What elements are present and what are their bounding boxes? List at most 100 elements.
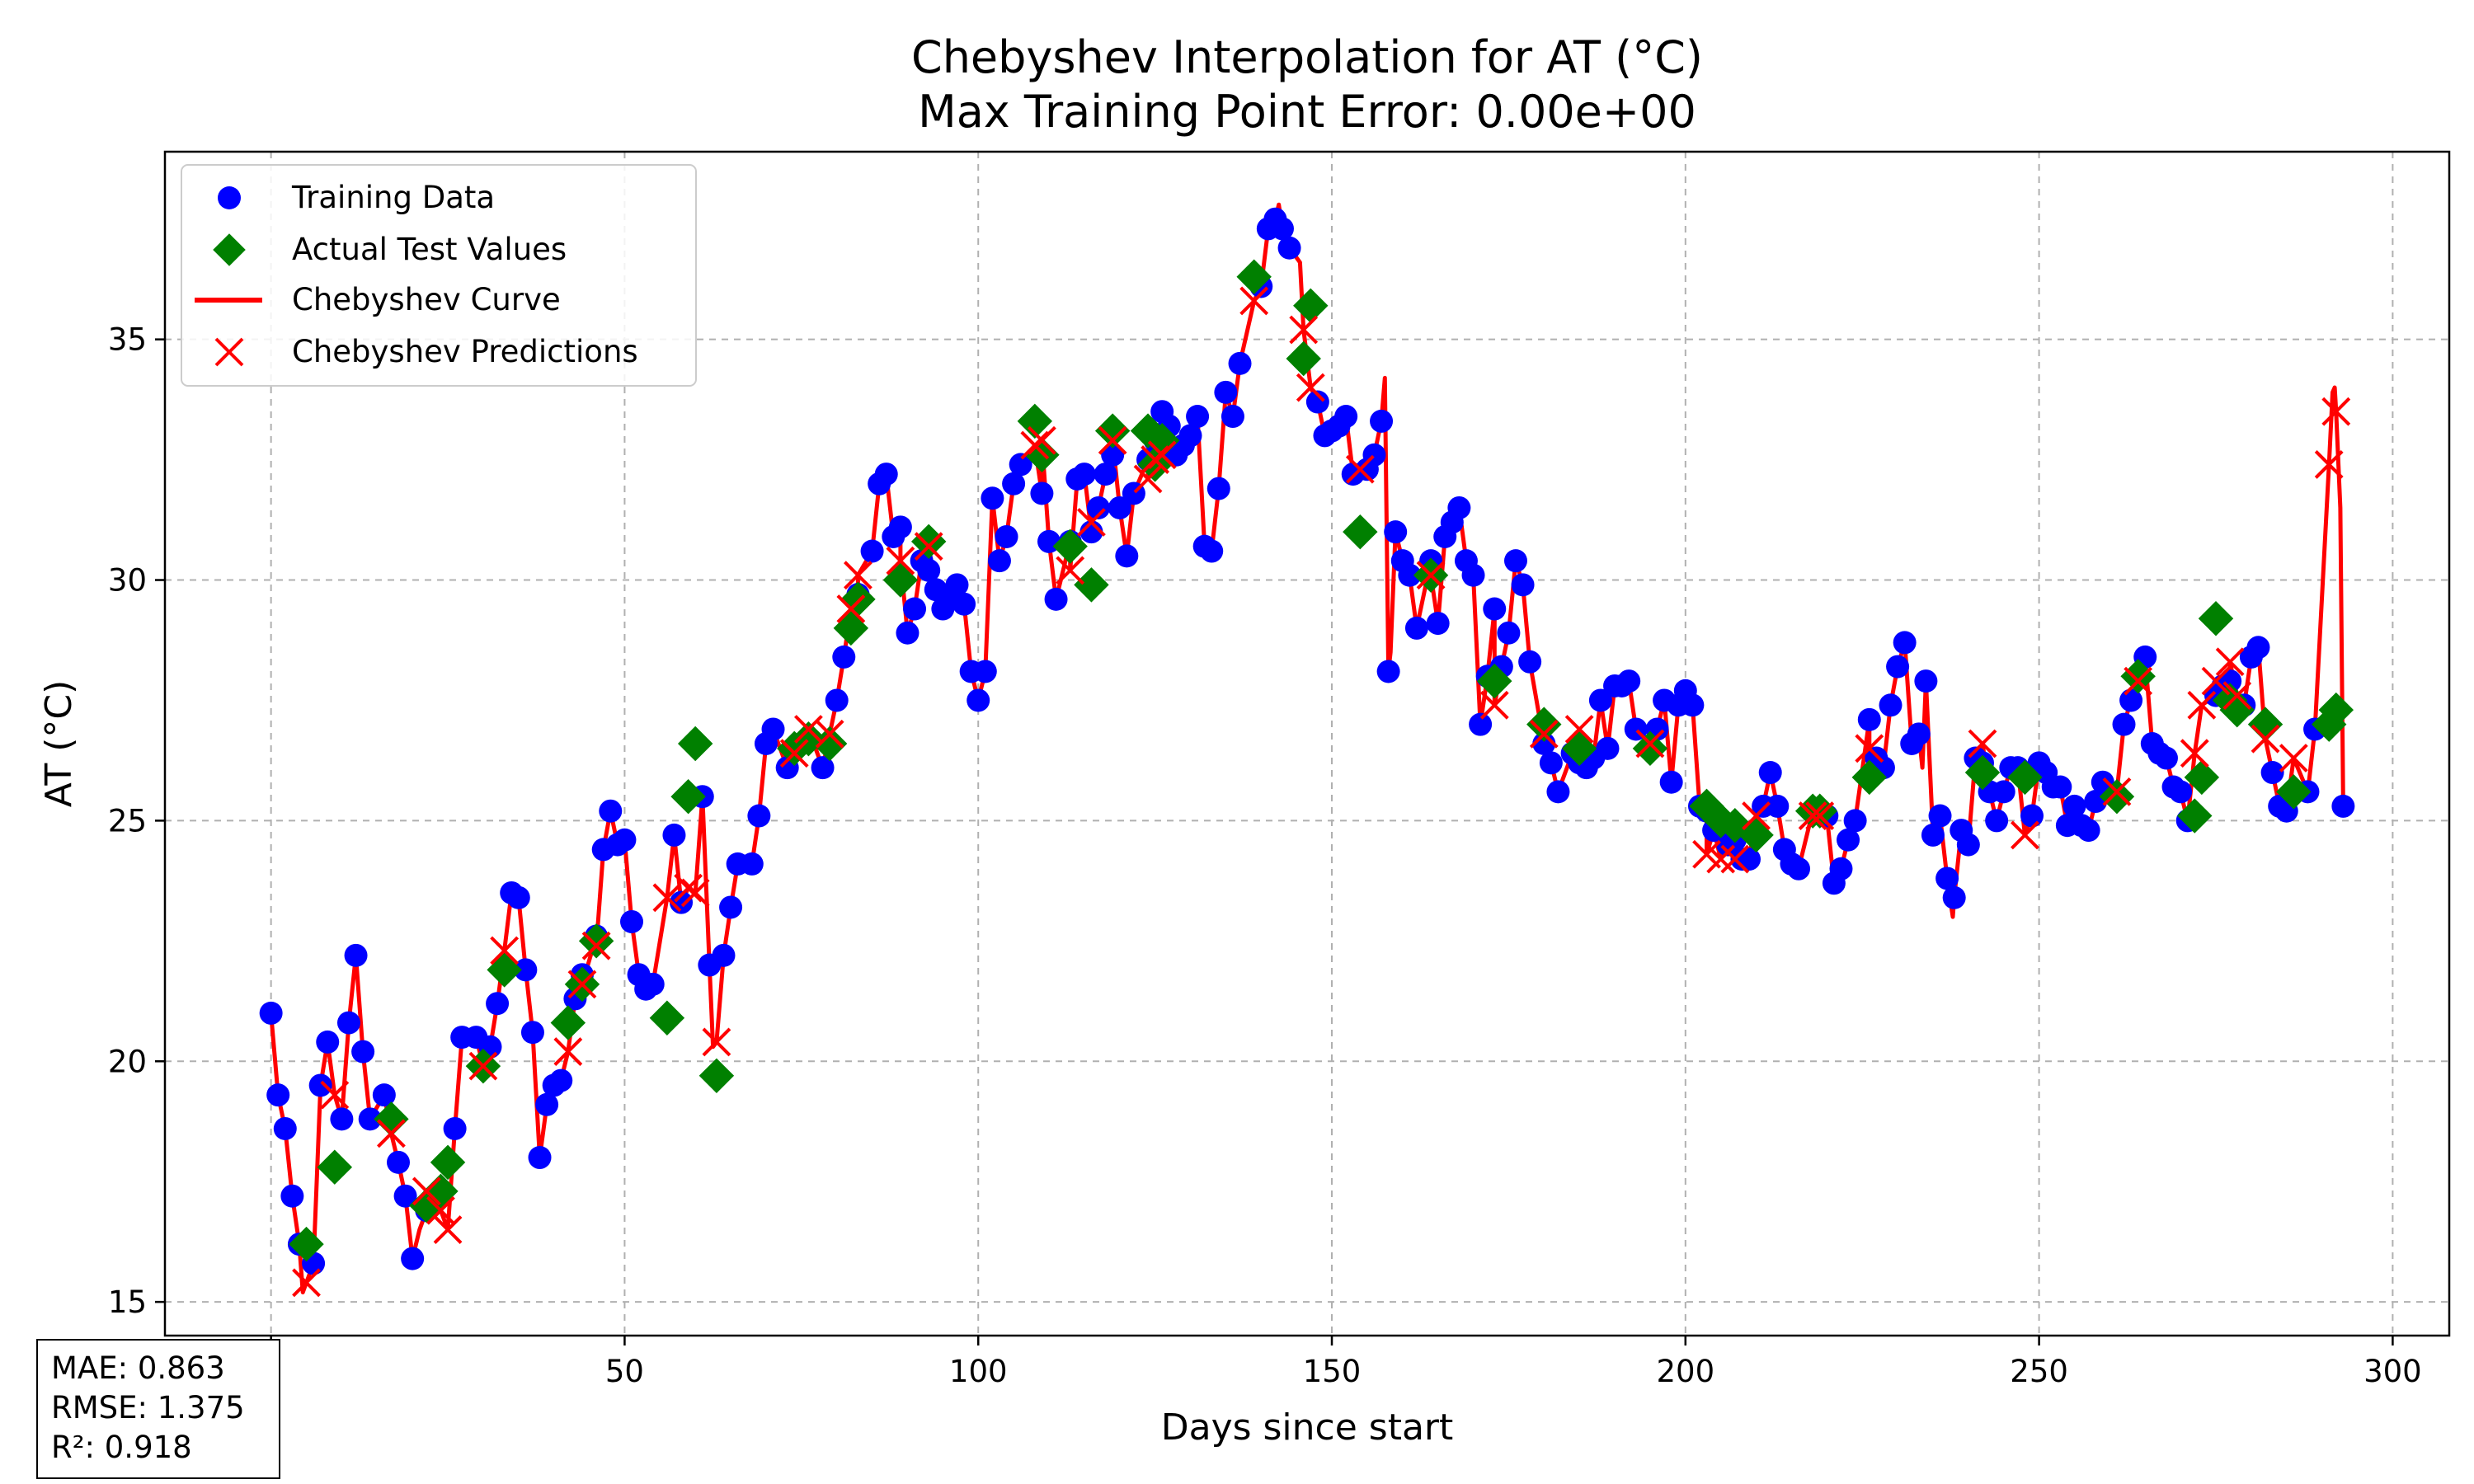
training-data-point [1935,866,1959,890]
training-data-point [387,1150,411,1174]
training-data-point [1992,780,2015,804]
prediction-point [702,1027,731,1057]
training-data-point [896,621,920,645]
prediction-point [1706,844,1736,874]
training-data-point [2246,636,2270,660]
training-data-point [1115,544,1139,568]
training-data-point [1546,780,1570,804]
training-data-point [2077,819,2100,843]
test-value-point [430,1144,466,1181]
training-data-point [1511,573,1535,597]
legend-label-training: Training Data [291,180,495,215]
test-value-point [1477,663,1512,699]
training-data-point [2020,804,2044,828]
training-data-point [1200,539,1224,563]
x-tick-label: 200 [1656,1354,1714,1389]
test-value-point [1144,423,1180,458]
prediction-point [886,546,915,575]
training-data-point [1497,621,1521,645]
legend-marker-predictions [214,337,244,367]
training-data-point [1461,563,1485,587]
prediction-point [377,1119,406,1148]
training-data-point [1270,217,1294,241]
training-data-point [1384,520,1408,544]
training-data-point [1072,463,1096,486]
training-data-point [393,1184,417,1208]
test-value-point [910,524,947,560]
training-data-point [1228,351,1252,375]
prediction-point [1529,719,1559,749]
training-data-point [967,688,990,712]
y-axis-label: AT (°C) [38,680,80,808]
metrics-annotation-box: MAE: 0.863 RMSE: 1.375 R²: 0.918 [36,1339,280,1479]
training-data-point [1094,463,1117,486]
test-value-point [1632,730,1668,767]
mae-label: MAE: 0.863 [51,1350,225,1386]
prediction-point [1968,729,1997,758]
prediction-point [2321,397,2351,426]
training-data-point [860,539,884,563]
training-data-point [1829,857,1853,881]
test-value-point [698,1058,735,1093]
training-data-point [259,1001,283,1025]
prediction-point [2124,666,2153,696]
prediction-point [836,594,866,623]
training-data-point [1370,409,1394,433]
training-data-point [1206,477,1230,500]
training-data-point [1277,236,1301,260]
training-data-point [987,549,1011,573]
training-data-point [1186,405,1210,429]
training-data-point [528,1146,552,1170]
prediction-point [779,739,809,768]
training-data-point [641,972,665,996]
training-data-point [358,1107,382,1131]
predictions-layer [292,286,2351,1298]
training-data-point [316,1030,340,1054]
training-data-point [535,1092,559,1116]
training-data-point [1985,809,2009,833]
training-data-point [549,1068,573,1092]
training-data-point [620,909,644,933]
training-data-point [2331,794,2355,818]
training-data-point [1404,616,1428,640]
prediction-point [1805,801,1835,830]
training-data-point [599,799,623,823]
prediction-point [490,936,520,965]
training-data-point [266,1083,290,1107]
test-value-point [1074,567,1109,603]
training-data-point [1737,848,1761,871]
training-data-point [372,1083,396,1107]
training-data-point [832,645,856,669]
training-data-point [1426,612,1450,636]
prediction-point [1133,464,1163,494]
training-data-point [1942,885,1966,909]
training-data-point [1928,804,1952,828]
training-data-point [1305,390,1329,414]
prediction-point [1720,844,1750,874]
test-value-point [1094,413,1131,448]
training-data-point [1596,736,1620,760]
training-data-point [874,463,898,486]
training-data-point [1398,563,1422,587]
test-value-point [289,1226,324,1262]
prediction-point [412,1176,441,1206]
prediction-point [1479,690,1509,720]
prediction-point [1077,508,1106,537]
prediction-point [2187,690,2217,720]
prediction-point [815,719,844,749]
prediction-point [1296,373,1325,402]
grid-lines [165,152,2449,1336]
prediction-point [553,1037,583,1067]
x-tick-label: 250 [2010,1354,2068,1389]
training-data-point [1503,549,1527,573]
prediction-point [1098,425,1127,455]
training-data-point [1447,495,1471,519]
training-data-point [1617,669,1641,693]
x-axis-label: Days since start [1161,1407,1454,1449]
training-data-point [1914,669,1938,693]
training-data-point [613,828,637,852]
training-data-point [1539,751,1563,775]
legend-label-curve: Chebyshev Curve [292,282,561,317]
training-data-point [981,486,1004,510]
training-data-point [330,1107,354,1131]
